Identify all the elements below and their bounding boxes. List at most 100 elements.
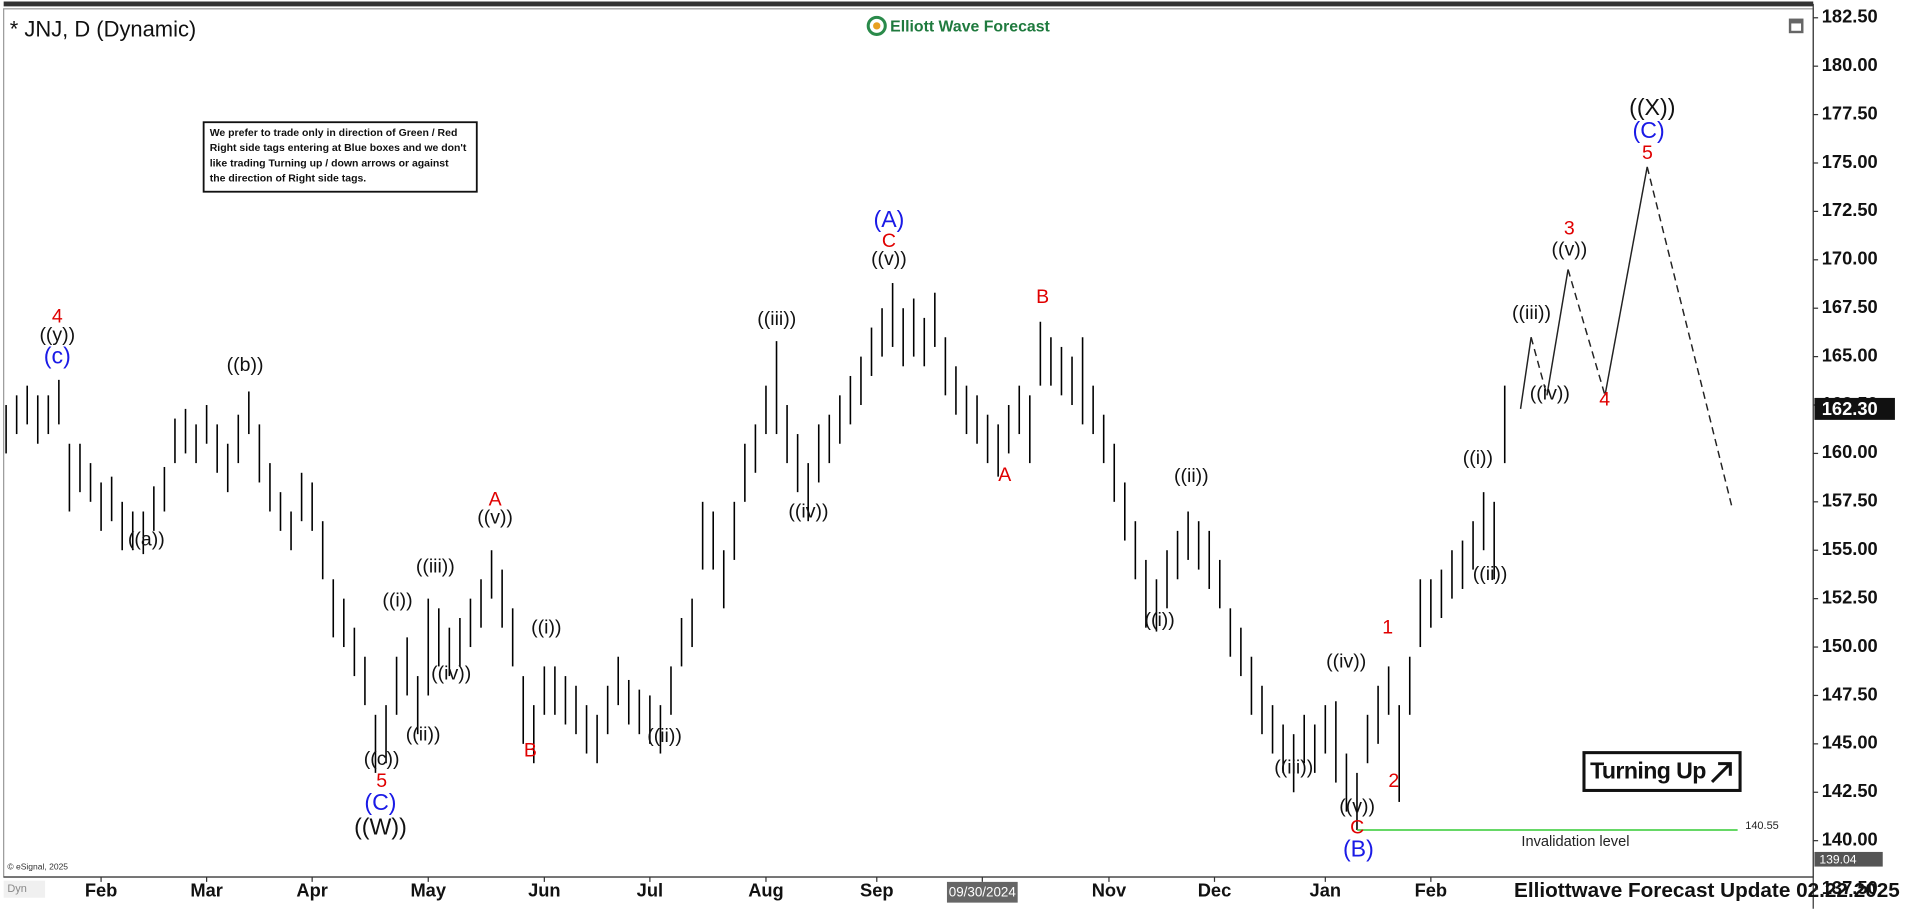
signal-box: Turning Up: [1582, 751, 1742, 792]
x-tick-label: Dec: [1198, 879, 1232, 900]
wave-label: ((iv)): [1530, 382, 1570, 404]
wave-label: ((iii)): [1512, 302, 1551, 324]
wave-label: C: [882, 230, 896, 252]
logo-icon-dot: [873, 22, 881, 30]
wave-label: ((b)): [227, 354, 264, 376]
wave-label: ((i)): [382, 590, 412, 612]
chart-title: * JNJ, D (Dynamic): [10, 17, 196, 42]
wave-label: 4: [52, 305, 63, 327]
x-tick-label: Jan: [1310, 879, 1342, 900]
y-tick-label: 182.50: [1822, 6, 1878, 27]
wave-label: (C): [364, 789, 396, 815]
projection-segment: [1530, 337, 1548, 396]
projection-segment: [1567, 269, 1606, 396]
note-box: [202, 121, 478, 193]
x-tick-label: Feb: [85, 879, 118, 900]
wave-label: ((iv)): [431, 663, 471, 685]
wave-label: ((a)): [128, 529, 165, 551]
footer: Elliottwave Forecast Update 02.22.2025: [1514, 879, 1900, 902]
wave-label: ((v)): [477, 507, 513, 529]
logo-icon: [866, 15, 887, 36]
y-tick-label: 150.00: [1822, 635, 1878, 656]
y-tick-label: 160.00: [1822, 441, 1878, 462]
prior-marker-box: [1814, 851, 1883, 867]
wave-label: (C): [1633, 117, 1665, 143]
signal-text: Turning Up: [1590, 757, 1706, 783]
wave-label: ((v)): [871, 248, 907, 270]
wave-label: ((ii)): [647, 725, 682, 747]
y-tick-label: 137.50: [1822, 877, 1878, 898]
wave-label: 5: [1642, 142, 1653, 164]
x-tick-label: Jun: [528, 879, 561, 900]
wave-label: C: [1350, 816, 1364, 838]
wave-label: ((i)): [531, 616, 561, 638]
y-tick-label: 147.50: [1822, 683, 1878, 704]
copyright: © eSignal, 2025: [7, 862, 68, 872]
mode: Dyn: [7, 883, 27, 895]
wave-label: B: [1036, 286, 1049, 308]
projection-segment: [1519, 337, 1532, 409]
y-tick-label: 152.50: [1822, 586, 1878, 607]
wave-label: ((iv)): [1326, 651, 1366, 673]
y-tick-label: 155.00: [1822, 538, 1878, 559]
wave-label: ((ii)): [1473, 563, 1508, 585]
y-tick-label: 140.00: [1822, 828, 1878, 849]
crosshair-date-box: [946, 881, 1018, 903]
x-tick-label: Aug: [748, 879, 784, 900]
invalidation-text: Invalidation level: [1521, 834, 1629, 850]
y-tick-label: 177.50: [1822, 102, 1878, 123]
wave-label: ((W)): [354, 813, 407, 839]
wave-label: ((iv)): [788, 501, 828, 523]
signal-arrow: [1710, 762, 1732, 783]
wave-label: ((iii)): [416, 555, 455, 577]
y-tick-label: 142.50: [1822, 780, 1878, 801]
wave-label: 4: [1599, 388, 1610, 410]
y-tick-label: 172.50: [1822, 199, 1878, 220]
x-tick-label: Apr: [296, 879, 327, 900]
invalidation-value: 140.55: [1745, 820, 1779, 832]
wave-label: 5: [376, 770, 387, 792]
last-price-box: [1814, 397, 1895, 420]
note-line: the direction of Right side tags.: [210, 174, 367, 185]
x-tick-label: Mar: [190, 879, 223, 900]
note-line: Right side tags entering at Blue boxes a…: [210, 143, 467, 154]
wave-label: ((X)): [1629, 94, 1675, 120]
projection-segment: [1604, 166, 1648, 396]
wave-label: (c): [44, 343, 71, 369]
wave-label: 3: [1564, 218, 1575, 240]
wave-label: ((ii)): [1174, 465, 1209, 487]
wave-label: 1: [1382, 616, 1393, 638]
wave-label: (A): [873, 206, 904, 232]
wave-label: ((i)): [1144, 609, 1174, 631]
wave-label: A: [998, 464, 1011, 486]
x-tick-label: May: [410, 879, 446, 900]
wave-label: ((v)): [1339, 796, 1375, 818]
logo-text: Elliott Wave Forecast: [890, 18, 1050, 35]
window-icon-inner: [1791, 23, 1802, 31]
mode-box: [3, 880, 46, 898]
wave-label: ((i)): [1463, 447, 1493, 469]
wave-label: ((ii)): [406, 724, 441, 746]
signal-frame: [1582, 751, 1742, 792]
last-price-label: 162.30: [1822, 398, 1878, 419]
y-tick-label: 170.00: [1822, 248, 1878, 269]
logo: Elliott Wave Forecast: [866, 15, 1051, 36]
wave-label: ((iii)): [757, 308, 796, 330]
prior-marker-label: 139.04: [1819, 853, 1856, 867]
wave-label: A: [489, 488, 502, 510]
y-tick-label: 165.00: [1822, 344, 1878, 365]
projection-segment: [1546, 269, 1569, 396]
wave-label: ((c)): [364, 748, 400, 770]
projection-segment: [1646, 166, 1733, 506]
x-tick-label: Jul: [637, 879, 663, 900]
wave-label: 2: [1388, 770, 1399, 792]
wave-label: B: [524, 740, 537, 762]
y-tick-label: 167.50: [1822, 296, 1878, 317]
note-line: like trading Turning up / down arrows or…: [210, 158, 449, 169]
y-tick-label: 180.00: [1822, 54, 1878, 75]
wave-label: (B): [1343, 835, 1374, 861]
y-tick-label: 175.00: [1822, 151, 1878, 172]
y-tick-label: 157.50: [1822, 490, 1878, 511]
wave-label: ((iii)): [1274, 757, 1313, 779]
